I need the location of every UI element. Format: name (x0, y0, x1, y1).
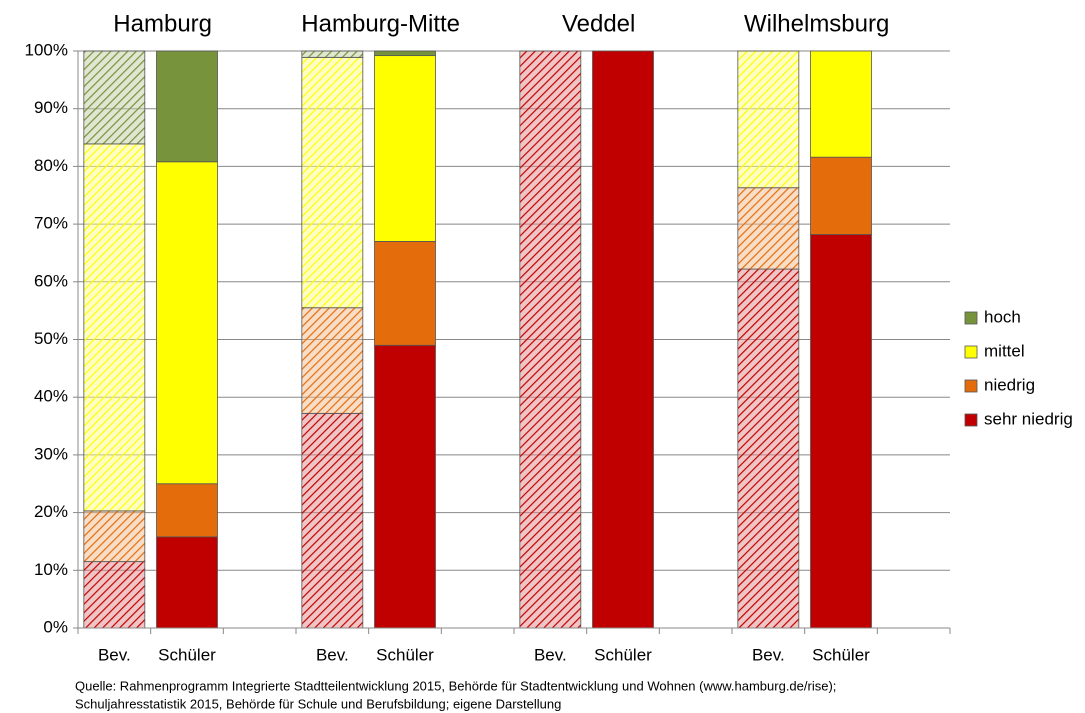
y-tick-label: 100% (25, 40, 68, 59)
x-tick-label: Schüler (594, 645, 652, 664)
y-tick-label: 60% (34, 271, 68, 290)
bar-segment (810, 156, 872, 235)
y-tick-label: 20% (34, 502, 68, 521)
x-tick-label: Schüler (812, 645, 870, 664)
x-tick-label: Schüler (376, 645, 434, 664)
bar-segment (83, 143, 146, 512)
y-tick-label: 90% (34, 98, 68, 117)
x-tick-label: Bev. (316, 645, 349, 664)
bar-segment (156, 483, 218, 538)
y-tick-label: 50% (34, 329, 68, 348)
legend-label: mittel (984, 341, 1025, 360)
legend-swatch (964, 311, 978, 325)
x-tick-label: Bev. (534, 645, 567, 664)
bar-segment (83, 50, 146, 145)
legend-swatch (964, 379, 978, 393)
legend-label: niedrig (984, 375, 1035, 394)
group-title: Wilhelmsburg (744, 10, 889, 37)
x-tick-label: Schüler (158, 645, 216, 664)
bar-segment (737, 268, 800, 629)
bar-segment (810, 234, 872, 629)
group-title: Hamburg-Mitte (301, 10, 460, 37)
y-tick-label: 40% (34, 387, 68, 406)
bar-segment (374, 55, 436, 242)
legend-swatch (964, 413, 978, 427)
x-tick-label: Bev. (752, 645, 785, 664)
y-tick-label: 70% (34, 214, 68, 233)
bar-segment (519, 50, 582, 629)
group-title: Veddel (562, 10, 635, 37)
bar-segment (374, 50, 436, 57)
bar-segment (301, 307, 364, 414)
y-tick-label: 0% (43, 617, 68, 636)
group-title: Hamburg (113, 10, 212, 37)
y-tick-label: 30% (34, 444, 68, 463)
legend-swatch (964, 345, 978, 359)
legend-label: hoch (984, 307, 1021, 326)
bar-segment (301, 412, 364, 629)
bar-segment (83, 561, 146, 629)
legend-label: sehr niedrig (984, 409, 1073, 428)
bar-segment (156, 50, 218, 163)
bar-segment (156, 161, 218, 485)
source-line: Schuljahresstatistik 2015, Behörde für S… (75, 696, 561, 711)
bar-segment (374, 241, 436, 346)
bar-segment (156, 536, 218, 629)
bar-segment (301, 50, 364, 58)
bar-segment (737, 50, 800, 189)
bar-segment (301, 56, 364, 309)
bar-segment (737, 187, 800, 270)
bar-segment (810, 50, 872, 158)
bar-segment (592, 50, 654, 629)
bar-segment (374, 344, 436, 629)
y-tick-label: 80% (34, 156, 68, 175)
y-tick-label: 10% (34, 560, 68, 579)
bar-segment (83, 510, 146, 563)
x-tick-label: Bev. (98, 645, 131, 664)
source-line: Quelle: Rahmenprogramm Integrierte Stadt… (75, 678, 836, 693)
